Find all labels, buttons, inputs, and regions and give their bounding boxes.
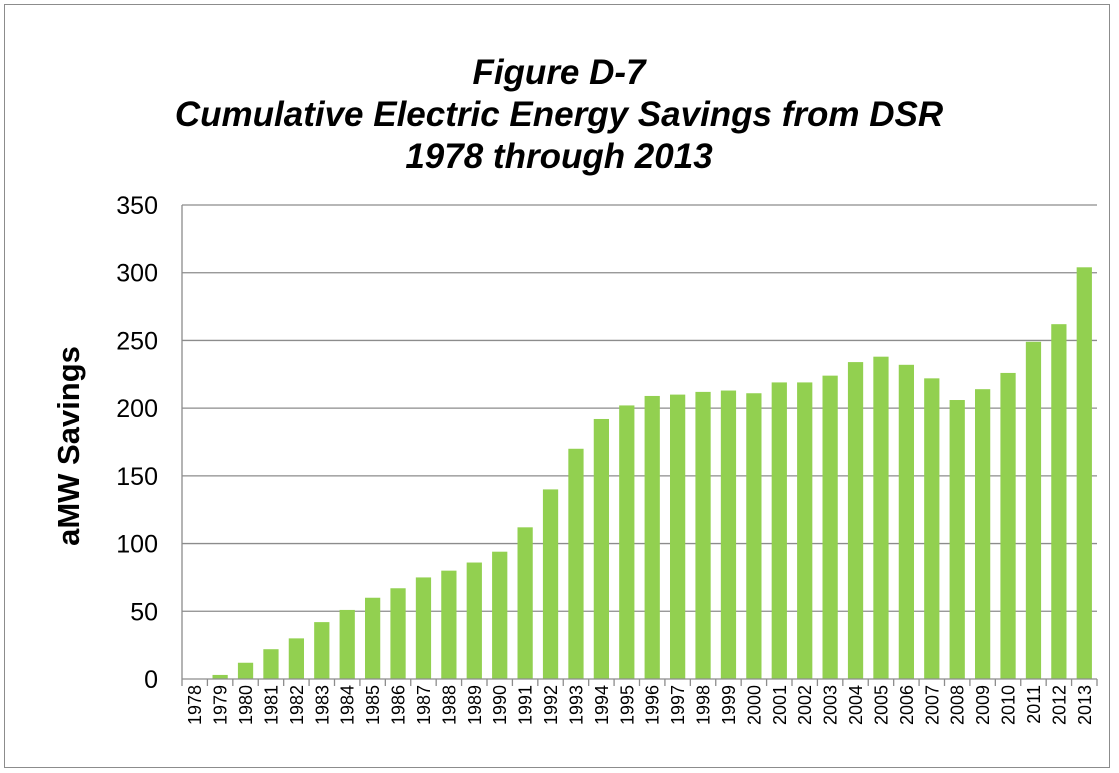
x-tick-label: 1988 bbox=[439, 685, 459, 725]
x-tick-label: 2001 bbox=[770, 685, 790, 725]
x-tick-label: 2007 bbox=[922, 685, 942, 725]
bar bbox=[1000, 372, 1016, 679]
bar bbox=[670, 394, 686, 679]
x-tick-label: 1980 bbox=[236, 685, 256, 725]
bar bbox=[949, 400, 965, 679]
bar bbox=[771, 382, 787, 679]
x-tick-label: 2009 bbox=[973, 685, 993, 725]
bar bbox=[517, 527, 533, 679]
x-tick-label: 1985 bbox=[363, 685, 383, 725]
title-line-2: Cumulative Electric Energy Savings from … bbox=[175, 95, 944, 134]
x-tick-label: 1990 bbox=[490, 685, 510, 725]
bar bbox=[720, 390, 737, 679]
x-tick-label: 1978 bbox=[185, 685, 205, 725]
bar bbox=[847, 362, 864, 679]
x-tick-label: 1987 bbox=[414, 685, 434, 725]
x-tick-label: 2013 bbox=[1075, 685, 1095, 725]
x-tick-label: 1993 bbox=[566, 685, 586, 725]
bar bbox=[390, 588, 406, 679]
x-tick-label: 1996 bbox=[643, 685, 663, 725]
bar bbox=[695, 391, 711, 679]
bar bbox=[644, 395, 660, 679]
x-tick-label: 2002 bbox=[795, 685, 815, 725]
x-tick-label: 1982 bbox=[287, 685, 307, 725]
x-tick-label: 1992 bbox=[541, 685, 561, 725]
bar bbox=[466, 562, 482, 679]
bar bbox=[975, 389, 991, 679]
bar bbox=[924, 378, 940, 679]
y-tick-label: 50 bbox=[130, 598, 158, 626]
x-tick-label: 2000 bbox=[744, 685, 764, 725]
x-tick-label: 1983 bbox=[312, 685, 332, 725]
x-tick-label: 1984 bbox=[338, 685, 358, 725]
x-tick-label: 1994 bbox=[592, 685, 612, 725]
bar bbox=[1025, 341, 1042, 679]
bar bbox=[568, 448, 584, 679]
bar bbox=[212, 674, 228, 679]
y-tick-label: 350 bbox=[116, 192, 158, 220]
bar bbox=[822, 375, 838, 679]
x-tick-label: 2008 bbox=[948, 685, 968, 725]
y-tick-label: 200 bbox=[116, 395, 158, 423]
x-tick-label: 1995 bbox=[617, 685, 637, 725]
y-tick-label: 300 bbox=[116, 260, 158, 288]
x-tick-label: 1991 bbox=[516, 685, 536, 725]
bar bbox=[492, 551, 508, 679]
y-tick-labels: 0 50 100 150 200 250 300 350 bbox=[116, 192, 158, 694]
y-tick-label: 0 bbox=[144, 666, 158, 694]
gridlines bbox=[182, 204, 1097, 612]
x-tick-label: 2011 bbox=[1024, 685, 1044, 724]
bar bbox=[314, 622, 330, 679]
x-tick-label: 2010 bbox=[999, 685, 1019, 725]
bar bbox=[339, 609, 355, 679]
x-tick-labels: 1978 1979 1980 1981 1982 1983 1984 1985 1986 1987… bbox=[185, 685, 1095, 725]
x-tick-label: 2005 bbox=[871, 685, 891, 725]
x-tick-label: 1999 bbox=[719, 685, 739, 725]
y-axis-label: aMW Savings bbox=[51, 346, 86, 546]
y-tick-label: 250 bbox=[116, 327, 158, 355]
axes bbox=[181, 205, 1098, 686]
chart-title: Figure D-7 Cumulative Electric Energy Sa… bbox=[175, 53, 944, 176]
title-line-3: 1978 through 2013 bbox=[405, 137, 713, 176]
x-tick-label: 1986 bbox=[389, 685, 409, 725]
x-tick-label: 2006 bbox=[897, 685, 917, 725]
bar bbox=[797, 382, 813, 679]
bar bbox=[365, 597, 381, 679]
x-tick-label: 1998 bbox=[694, 685, 714, 725]
bar bbox=[619, 405, 635, 679]
bar bbox=[415, 577, 432, 679]
x-tick-label: 1981 bbox=[261, 685, 281, 725]
bar bbox=[898, 364, 914, 679]
title-line-1: Figure D-7 bbox=[472, 53, 647, 92]
bars bbox=[212, 267, 1092, 679]
x-tick-label: 2003 bbox=[821, 685, 841, 725]
bar bbox=[1076, 267, 1092, 679]
y-tick-label: 100 bbox=[116, 531, 158, 559]
bar bbox=[593, 418, 609, 679]
x-tick-label: 1989 bbox=[465, 685, 485, 725]
bar bbox=[441, 570, 457, 679]
x-tick-label: 1979 bbox=[211, 685, 231, 725]
x-tick-label: 2004 bbox=[846, 685, 866, 725]
bar bbox=[746, 393, 762, 679]
bar bbox=[873, 356, 889, 679]
x-tick-label: 2012 bbox=[1049, 685, 1069, 725]
bar bbox=[1051, 324, 1067, 679]
x-tick-label: 1997 bbox=[668, 685, 688, 725]
bar bbox=[288, 638, 304, 679]
bar bbox=[542, 489, 559, 679]
y-tick-label: 150 bbox=[116, 463, 158, 491]
bar bbox=[237, 662, 254, 679]
bar bbox=[263, 649, 279, 679]
